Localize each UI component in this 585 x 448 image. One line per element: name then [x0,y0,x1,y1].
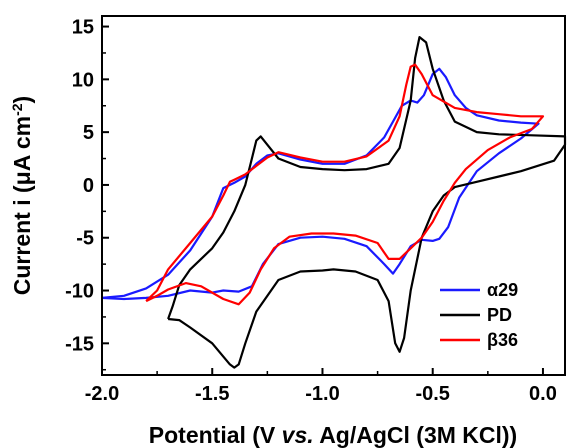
x-tick-label: 0.0 [529,383,557,405]
y-tick-label: -15 [65,333,94,355]
legend-label-0: α29 [487,280,518,300]
x-tick-label: -2.0 [85,383,119,405]
y-tick-label: -5 [76,228,94,250]
y-tick-label: 10 [72,69,94,91]
y-tick-label: 0 [83,175,94,197]
legend-label-2: β36 [487,330,518,350]
x-tick-label: -1.5 [195,383,229,405]
y-axis: -15 -10 -5 0 5 10 15 [65,17,109,371]
y-tick-label: 15 [72,17,94,39]
legend: α29 PD β36 [440,280,518,350]
y-tick-label: 5 [83,122,94,144]
y-tick-label: -10 [65,281,94,303]
x-axis: -2.0 -1.5 -1.0 -0.5 0.0 [85,368,557,405]
x-axis-title: Potential (V vs. Ag/AgCl (3M KCl)) [149,422,517,448]
legend-label-1: PD [487,305,512,325]
y-axis-title: Current i (μA cm-2) [9,96,35,295]
series-line-2 [145,63,545,306]
series-line-0 [101,67,540,301]
plot-frame [101,15,566,376]
x-tick-label: -1.0 [305,383,339,405]
x-tick-label: -0.5 [415,383,449,405]
